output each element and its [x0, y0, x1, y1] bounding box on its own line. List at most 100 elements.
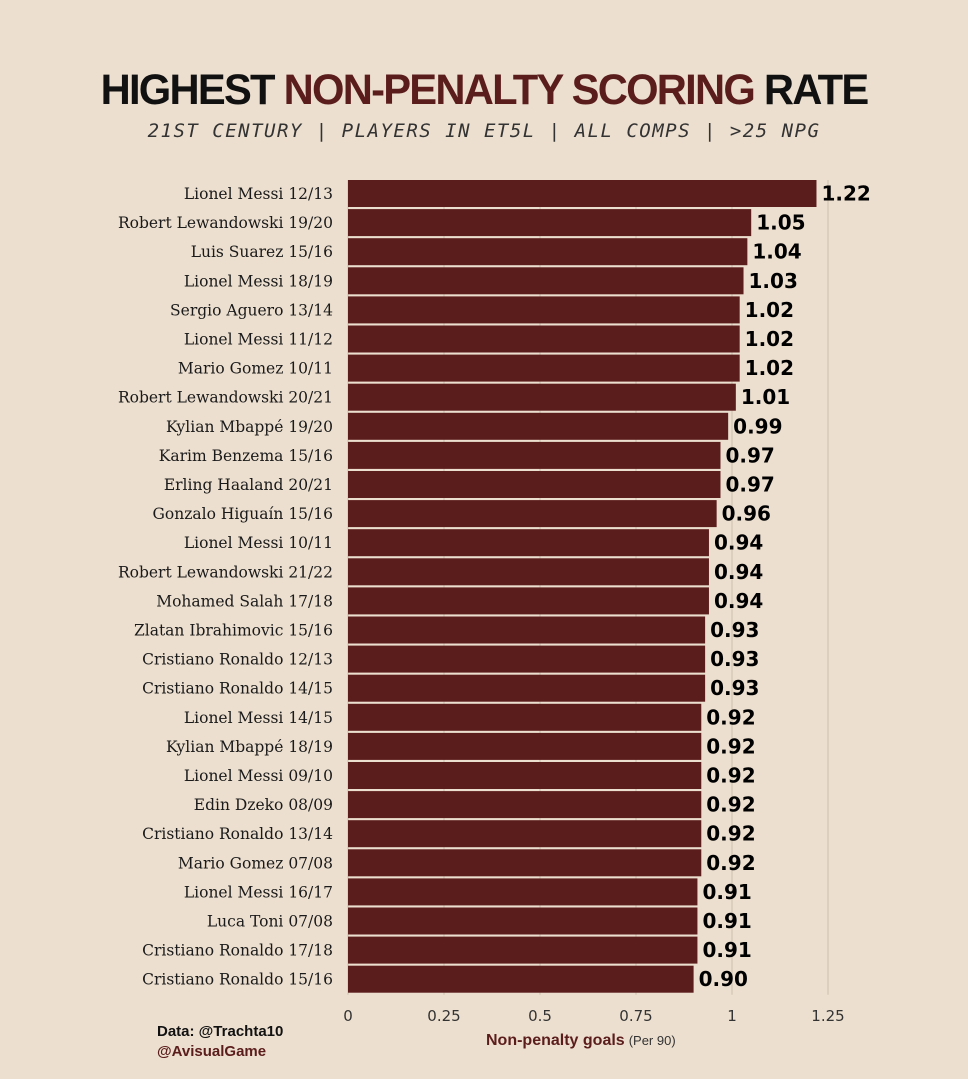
value-label-18: 0.92 [706, 705, 755, 729]
bar-13 [348, 558, 709, 586]
category-label-5: Lionel Messi 11/12 [184, 331, 333, 349]
category-label-26: Cristiano Ronaldo 17/18 [142, 942, 333, 960]
category-labels: Lionel Messi 12/13 Robert Lewandowski 19/… [118, 185, 333, 989]
category-label-1: Robert Lewandowski 19/20 [118, 214, 333, 232]
x-axis-unit: (Per 90) [628, 1033, 676, 1048]
category-label-0: Lionel Messi 12/13 [184, 185, 333, 203]
value-label-3: 1.03 [749, 269, 798, 293]
bar-0 [348, 180, 817, 207]
value-label-17: 0.93 [710, 676, 759, 700]
bar-27 [348, 965, 694, 993]
value-label-4: 1.02 [745, 298, 794, 322]
bar-15 [348, 616, 706, 644]
bar-1 [348, 209, 752, 237]
category-label-27: Cristiano Ronaldo 15/16 [142, 971, 333, 989]
x-axis-title: Non-penalty goals [486, 1032, 625, 1049]
bar-24 [348, 878, 698, 906]
bar-16 [348, 645, 706, 673]
credits: Data: @Trachta10 @AvisualGame [157, 1022, 283, 1062]
category-label-21: Edin Dzeko 08/09 [194, 796, 333, 814]
value-labels: 1.22 1.05 1.04 1.03 1.02 1.02 1.02 1.01 0.99 0.97… [699, 182, 871, 992]
bar-18 [348, 703, 702, 731]
category-label-13: Robert Lewandowski 21/22 [118, 563, 333, 581]
category-label-11: Gonzalo Higuaín 15/16 [153, 505, 333, 523]
category-label-23: Mario Gomez 07/08 [178, 854, 333, 872]
bar-6 [348, 354, 740, 382]
value-label-1: 1.05 [756, 211, 805, 235]
value-label-12: 0.94 [714, 531, 763, 555]
x-axis-ticks: 0 0.25 0.5 0.75 1 1.25 [343, 1007, 844, 1025]
x-tick-label-2: 0.5 [528, 1007, 552, 1025]
chart-subtitle: 21ST CENTURY | PLAYERS IN ET5L | ALL COM… [147, 120, 821, 142]
bar-25 [348, 907, 698, 935]
title-part-1: HIGHEST [100, 66, 284, 114]
bar-11 [348, 500, 717, 528]
value-label-2: 1.04 [752, 240, 801, 264]
category-label-19: Kylian Mbappé 18/19 [166, 738, 333, 756]
category-label-24: Lionel Messi 16/17 [184, 883, 333, 901]
value-label-9: 0.97 [725, 443, 774, 467]
value-label-6: 1.02 [745, 356, 794, 380]
value-label-27: 0.90 [699, 967, 748, 991]
category-label-3: Lionel Messi 18/19 [184, 272, 333, 290]
value-label-7: 1.01 [741, 385, 790, 409]
value-label-10: 0.97 [725, 473, 774, 497]
category-label-20: Lionel Messi 09/10 [184, 767, 333, 785]
value-label-5: 1.02 [745, 327, 794, 351]
value-label-16: 0.93 [710, 647, 759, 671]
title-part-accent: NON-PENALTY SCORING [283, 66, 756, 114]
value-label-19: 0.92 [706, 734, 755, 758]
bar-26 [348, 936, 698, 964]
value-label-25: 0.91 [702, 909, 751, 933]
value-label-22: 0.92 [706, 822, 755, 846]
category-label-22: Cristiano Ronaldo 13/14 [142, 825, 333, 843]
bar-5 [348, 325, 740, 353]
category-label-14: Mohamed Salah 17/18 [156, 592, 333, 610]
bar-9 [348, 441, 721, 469]
category-label-15: Zlatan Ibrahimovic 15/16 [134, 622, 333, 640]
bar-23 [348, 849, 702, 877]
bar-8 [348, 412, 729, 440]
x-tick-label-5: 1.25 [811, 1007, 844, 1025]
value-label-8: 0.99 [733, 414, 782, 438]
bar-12 [348, 529, 709, 557]
category-label-16: Cristiano Ronaldo 12/13 [142, 651, 333, 669]
category-label-8: Kylian Mbappé 19/20 [166, 418, 333, 436]
title-part-3: RATE [754, 66, 869, 114]
category-label-25: Luca Toni 07/08 [207, 913, 333, 931]
value-label-15: 0.93 [710, 618, 759, 642]
category-label-2: Luis Suarez 15/16 [191, 243, 333, 261]
x-tick-label-4: 1 [727, 1007, 737, 1025]
value-label-11: 0.96 [722, 502, 771, 526]
category-label-10: Erling Haaland 20/21 [164, 476, 333, 494]
category-label-4: Sergio Aguero 13/14 [170, 301, 333, 319]
x-tick-label-0: 0 [343, 1007, 353, 1025]
value-label-14: 0.94 [714, 589, 763, 613]
value-label-20: 0.92 [706, 764, 755, 788]
chart-title: HIGHEST NON-PENALTY SCORING RATE [15, 66, 954, 115]
x-axis-label: Non-penalty goals (Per 90) [486, 1032, 676, 1050]
category-label-17: Cristiano Ronaldo 14/15 [142, 680, 333, 698]
value-label-21: 0.92 [706, 793, 755, 817]
value-label-26: 0.91 [702, 938, 751, 962]
value-label-0: 1.22 [821, 182, 870, 206]
bar-19 [348, 732, 702, 760]
x-tick-label-3: 0.75 [619, 1007, 652, 1025]
bar-22 [348, 820, 702, 848]
category-label-7: Robert Lewandowski 20/21 [118, 389, 333, 407]
bar-17 [348, 674, 706, 702]
bar-20 [348, 762, 702, 789]
author-credit: @AvisualGame [157, 1043, 267, 1060]
value-label-23: 0.92 [706, 851, 755, 875]
category-label-9: Karim Benzema 15/16 [159, 447, 333, 465]
bar-2 [348, 238, 748, 266]
bar-21 [348, 791, 702, 819]
value-label-24: 0.91 [702, 880, 751, 904]
value-label-13: 0.94 [714, 560, 763, 584]
data-source-credit: Data: @Trachta10 [157, 1023, 284, 1040]
category-label-6: Mario Gomez 10/11 [178, 360, 333, 378]
bar-14 [348, 587, 709, 615]
bar-7 [348, 383, 736, 411]
bar-3 [348, 267, 744, 295]
